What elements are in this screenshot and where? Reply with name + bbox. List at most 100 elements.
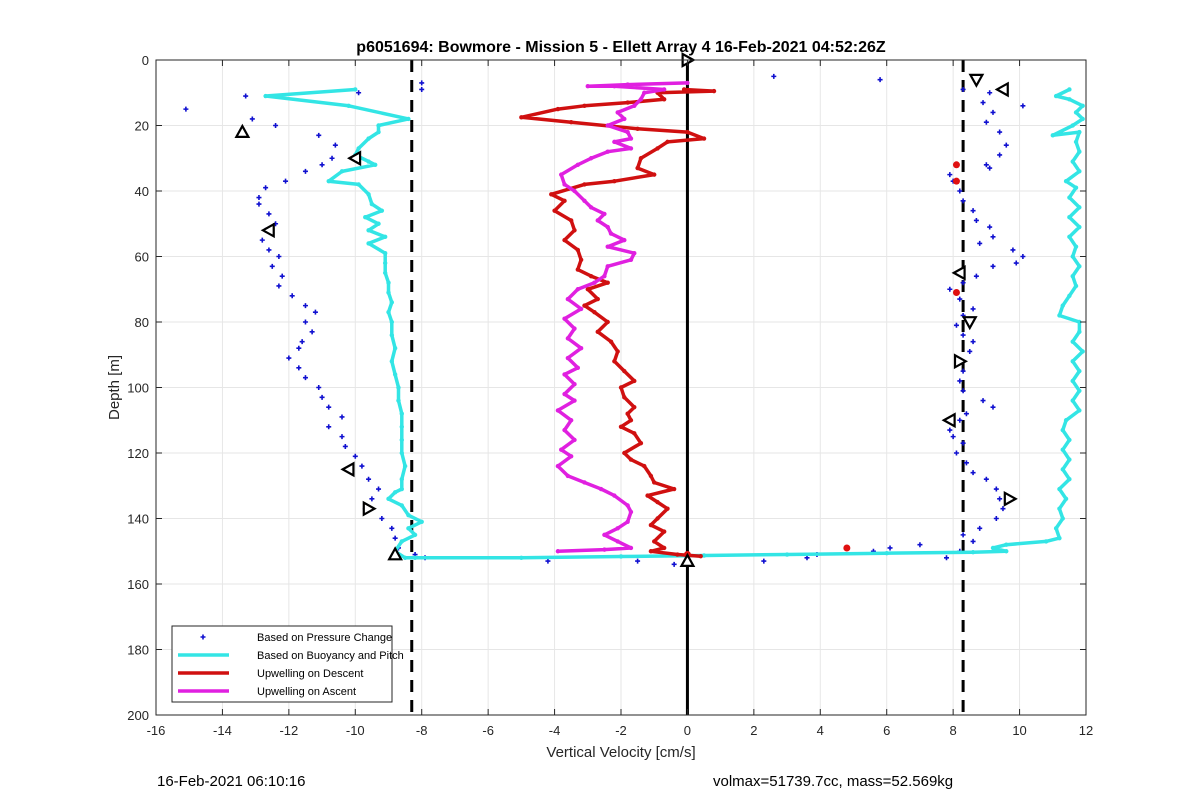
- series-point: [605, 264, 610, 269]
- x-tick-label: 10: [1012, 723, 1026, 738]
- series-point: [386, 280, 391, 285]
- series-point: [675, 552, 680, 557]
- pressure-point: [302, 319, 308, 325]
- series-point: [652, 172, 657, 177]
- series-point: [615, 110, 620, 115]
- series-point: [1077, 319, 1082, 325]
- x-tick-label: -10: [346, 723, 365, 738]
- series-point: [701, 136, 707, 141]
- series-point: [652, 480, 657, 485]
- y-tick-label: 160: [127, 577, 149, 592]
- series-point: [612, 359, 617, 364]
- series-point: [642, 463, 647, 469]
- pressure-point: [266, 211, 272, 217]
- series-point: [1070, 398, 1075, 403]
- series-point: [582, 198, 587, 204]
- series-point: [575, 365, 581, 371]
- pressure-point: [960, 532, 966, 538]
- series-point: [572, 188, 577, 194]
- series-point: [990, 545, 996, 551]
- legend-label: Based on Pressure Change: [257, 632, 392, 644]
- series-point: [356, 146, 361, 151]
- pressure-point: [960, 86, 966, 92]
- triangle-marker: [968, 73, 985, 88]
- series-point: [632, 103, 637, 109]
- series-2: [519, 87, 717, 559]
- series-point: [588, 273, 594, 279]
- series-point: [632, 251, 637, 256]
- series-point: [615, 526, 620, 531]
- series-point: [519, 555, 524, 560]
- pressure-point: [970, 470, 976, 476]
- series-point: [612, 178, 617, 184]
- series-point: [555, 549, 561, 554]
- x-tick-label: -2: [615, 723, 627, 738]
- x-axis-label: Vertical Velocity [cm/s]: [546, 744, 695, 761]
- pressure-point: [369, 496, 375, 502]
- pressure-point: [970, 306, 976, 312]
- pressure-point: [545, 558, 551, 564]
- series-point: [562, 427, 567, 433]
- series-point: [612, 493, 617, 498]
- pressure-point: [256, 195, 262, 201]
- pressure-point: [944, 555, 949, 561]
- series-point: [575, 267, 581, 272]
- pressure-point: [302, 303, 308, 309]
- series-point: [406, 116, 411, 122]
- legend-label: Upwelling on Descent: [257, 668, 363, 680]
- series-point: [1073, 139, 1079, 145]
- pressure-point: [970, 339, 976, 345]
- pressure-point: [1013, 260, 1019, 266]
- triangle-marker: [387, 546, 404, 561]
- series-point: [612, 139, 617, 145]
- pressure-point: [990, 404, 996, 410]
- series-point: [386, 496, 391, 502]
- series-point: [1073, 185, 1079, 190]
- series-point: [562, 316, 567, 321]
- y-axis-label: Depth [m]: [106, 355, 123, 420]
- pressure-point: [283, 178, 289, 184]
- red-dot: [952, 161, 960, 169]
- series-point: [1053, 93, 1059, 99]
- pressure-point: [917, 542, 923, 548]
- series-point: [376, 221, 381, 226]
- series-point: [382, 251, 388, 256]
- series-point: [884, 551, 889, 556]
- pressure-point: [183, 106, 189, 112]
- series-point: [396, 385, 401, 390]
- series-point: [1077, 129, 1082, 135]
- x-tick-label: -8: [416, 723, 428, 738]
- series-point: [628, 418, 634, 423]
- series-point: [1067, 97, 1072, 102]
- pressure-point: [356, 90, 362, 96]
- series-point: [1067, 457, 1072, 462]
- series-point: [559, 172, 564, 177]
- series-point: [665, 139, 670, 145]
- chart-title: p6051694: Bowmore - Mission 5 - Ellett A…: [356, 39, 886, 56]
- series-point: [635, 126, 640, 131]
- pressure-point: [804, 555, 810, 561]
- series-point: [1070, 273, 1075, 279]
- series-point: [1057, 486, 1062, 492]
- pressure-point: [296, 365, 302, 371]
- series-point: [602, 532, 607, 538]
- series-point: [628, 509, 634, 515]
- pressure-point: [973, 217, 979, 223]
- series-point: [399, 477, 404, 482]
- series-point: [326, 178, 331, 184]
- series-point: [1070, 339, 1075, 344]
- pressure-point: [987, 165, 993, 171]
- pressure-point: [635, 558, 641, 564]
- pressure-point: [302, 375, 308, 381]
- pressure-point: [316, 385, 322, 390]
- pressure-point: [990, 109, 996, 115]
- pressure-point: [296, 345, 302, 351]
- series-point: [555, 408, 561, 413]
- series-point: [555, 463, 561, 469]
- depth-velocity-chart: -16 -14 -12 -10 -8 -6 -4 -2 0 2 4 6 8 10 1202040608010…: [106, 39, 1093, 761]
- pressure-point: [957, 188, 963, 194]
- series-point: [595, 329, 600, 335]
- triangle-marker: [953, 353, 969, 370]
- series-point: [588, 205, 594, 210]
- pressure-point: [671, 561, 677, 567]
